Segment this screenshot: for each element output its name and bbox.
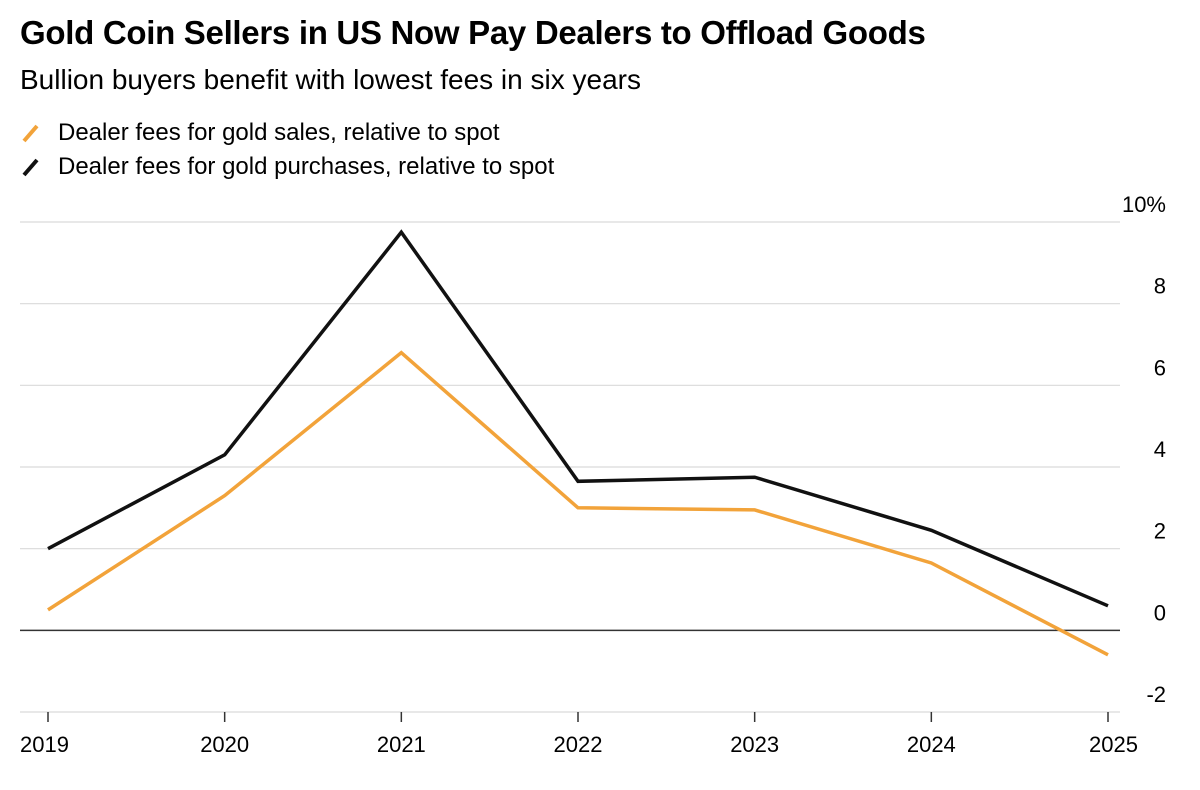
y-tick-label: 4 [1154,437,1166,462]
x-tick-label: 2019 [20,732,69,757]
x-tick-label: 2025 [1089,732,1138,757]
legend-swatch-purchases [22,158,39,177]
legend-item-purchases: Dealer fees for gold purchases, relative… [20,150,554,184]
legend-item-sales: Dealer fees for gold sales, relative to … [20,116,554,150]
y-tick-label: 10% [1122,192,1166,217]
y-tick-label: 0 [1154,600,1166,625]
y-tick-label: 8 [1154,274,1166,299]
x-tick-label: 2020 [200,732,249,757]
y-tick-label: -2 [1146,682,1166,707]
legend-label-sales: Dealer fees for gold sales, relative to … [58,119,500,146]
y-tick-label: 2 [1154,519,1166,544]
x-tick-label: 2024 [907,732,956,757]
y-axis-ticks: 10% 8 6 4 2 0 -2 [1122,192,1166,707]
chart-title: Gold Coin Sellers in US Now Pay Dealers … [20,14,926,51]
x-tick-label: 2021 [377,732,426,757]
legend: Dealer fees for gold sales, relative to … [20,116,554,184]
legend-label-purchases: Dealer fees for gold purchases, relative… [58,153,555,180]
series-lines [47,229,1109,657]
series-line-sales [47,350,1109,657]
y-tick-label: 6 [1154,355,1166,380]
x-tick-label: 2023 [730,732,779,757]
x-axis: 2019 2020 2021 2022 2023 2024 2025 [20,712,1138,757]
x-tick-label: 2022 [554,732,603,757]
series-line-purchases [47,229,1109,608]
legend-swatch-sales [22,124,39,143]
chart-subtitle: Bullion buyers benefit with lowest fees … [20,64,641,95]
